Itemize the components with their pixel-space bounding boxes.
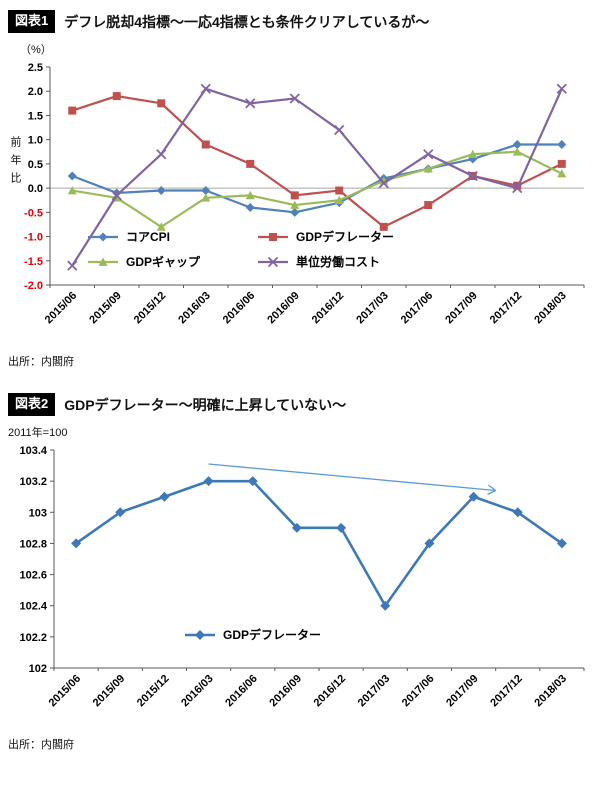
- y-axis: 2.5 2.0 1.5 1.0 0.5 0.0 -0.5 -1.0 -1.5 -2.0: [24, 62, 50, 292]
- svg-text:2016/06: 2016/06: [221, 290, 258, 327]
- svg-text:2015/06: 2015/06: [43, 290, 80, 327]
- svg-text:102.2: 102.2: [19, 632, 47, 644]
- figure1-source: 出所：内閣府: [8, 355, 74, 368]
- svg-text:2017/03: 2017/03: [354, 290, 391, 327]
- svg-text:102: 102: [29, 663, 47, 675]
- legend-item-2: GDPギャップ: [88, 254, 201, 269]
- series-0: [71, 475, 567, 611]
- svg-text:2016/09: 2016/09: [265, 290, 302, 327]
- svg-text:1.0: 1.0: [28, 135, 43, 147]
- figure-1: 図表1 デフレ脱却4指標～一応4指標とも条件クリアしているが～ （%） 前年比 …: [0, 0, 600, 369]
- svg-text:2016/09: 2016/09: [267, 672, 304, 709]
- figure1-header: 図表1 デフレ脱却4指標～一応4指標とも条件クリアしているが～: [8, 10, 592, 33]
- svg-text:103.4: 103.4: [19, 445, 47, 457]
- svg-text:単位労働コスト: 単位労働コスト: [296, 254, 380, 269]
- svg-text:2017/09: 2017/09: [444, 672, 481, 709]
- figure2-badge: 図表2: [8, 392, 56, 416]
- legend-item-0: GDPデフレーター: [185, 627, 321, 642]
- figure2-source: 出所：内閣府: [8, 738, 74, 751]
- svg-text:GDPデフレーター: GDPデフレーター: [296, 229, 394, 244]
- svg-text:0.0: 0.0: [28, 183, 43, 195]
- svg-text:2017/09: 2017/09: [443, 290, 480, 327]
- figure2-unit-label: 2011年=100: [8, 426, 68, 439]
- figure1-unit-label: （%）: [20, 43, 52, 56]
- svg-text:GDPギャップ: GDPギャップ: [126, 254, 201, 269]
- svg-text:GDPデフレーター: GDPデフレーター: [223, 627, 321, 642]
- figure2-line-chart: 103.4103.2103102.8102.6102.4102.21022015…: [19, 445, 585, 709]
- svg-text:2017/12: 2017/12: [488, 672, 525, 709]
- svg-text:2016/12: 2016/12: [310, 290, 347, 327]
- svg-text:2018/03: 2018/03: [532, 290, 569, 327]
- svg-text:2015/09: 2015/09: [87, 290, 124, 327]
- svg-text:102.8: 102.8: [19, 538, 47, 550]
- svg-text:2017/12: 2017/12: [488, 290, 525, 327]
- svg-text:1.5: 1.5: [28, 110, 43, 122]
- svg-text:2018/03: 2018/03: [532, 672, 569, 709]
- svg-text:2.0: 2.0: [28, 86, 43, 98]
- series-0: [67, 139, 567, 217]
- svg-text:2015/12: 2015/12: [135, 672, 172, 709]
- svg-text:0.5: 0.5: [28, 159, 43, 171]
- svg-text:2017/06: 2017/06: [399, 290, 436, 327]
- figure1-badge: 図表1: [8, 10, 56, 33]
- svg-text:2016/12: 2016/12: [312, 672, 349, 709]
- svg-text:2015/12: 2015/12: [132, 290, 169, 327]
- figure2-title: GDPデフレーター～明確に上昇していない～: [64, 396, 347, 413]
- svg-text:2015/09: 2015/09: [91, 672, 128, 709]
- figure1-line-chart: 2.52.01.51.00.50.0-0.5-1.0-1.5-2.02015/0…: [24, 62, 585, 327]
- series-2: [67, 147, 567, 231]
- figure1-y-axis-title: 前年比: [9, 136, 21, 190]
- svg-text:-0.5: -0.5: [24, 207, 43, 219]
- x-axis: 2015/06 2015/09 2015/12 2016/03 2016/06 2016/…: [47, 667, 585, 709]
- svg-text:2016/03: 2016/03: [179, 672, 216, 709]
- legend-item-3: 単位労働コスト: [258, 254, 380, 269]
- svg-text:2015/06: 2015/06: [47, 672, 84, 709]
- svg-text:103.2: 103.2: [19, 476, 47, 488]
- svg-text:2.5: 2.5: [28, 62, 43, 74]
- figure1-title: デフレ脱却4指標～一応4指標とも条件クリアしているが～: [64, 14, 430, 30]
- svg-text:2017/03: 2017/03: [356, 672, 393, 709]
- svg-text:2016/03: 2016/03: [176, 290, 213, 327]
- series-3: [67, 83, 567, 271]
- svg-text:-1.0: -1.0: [24, 231, 43, 243]
- svg-text:-1.5: -1.5: [24, 256, 43, 268]
- svg-text:103: 103: [29, 507, 47, 519]
- figure-2: 図表2 GDPデフレーター～明確に上昇していない～ 2011年=100 103.…: [0, 383, 600, 752]
- trend-arrow: [208, 463, 497, 495]
- y-axis: 103.4 103.2 103 102.8 102.6 102.4 102.2 102: [19, 445, 54, 675]
- svg-text:2017/06: 2017/06: [400, 672, 437, 709]
- figure2-header: 図表2 GDPデフレーター～明確に上昇していない～: [8, 392, 592, 416]
- svg-text:-2.0: -2.0: [24, 280, 43, 292]
- svg-text:2016/06: 2016/06: [223, 672, 260, 709]
- legend-item-1: GDPデフレーター: [258, 229, 394, 244]
- svg-text:コアCPI: コアCPI: [126, 230, 170, 244]
- svg-text:102.4: 102.4: [19, 600, 47, 612]
- legend-item-0: コアCPI: [88, 230, 170, 244]
- svg-text:102.6: 102.6: [19, 569, 47, 581]
- x-axis: 2015/06 2015/09 2015/12 2016/03 2016/06 2016/…: [43, 284, 585, 327]
